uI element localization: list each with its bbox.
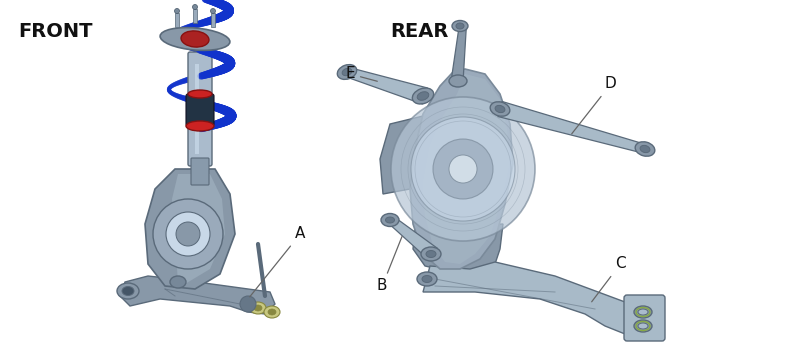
Bar (211, 13, 215, 27)
Ellipse shape (386, 217, 394, 223)
Ellipse shape (264, 306, 280, 318)
Ellipse shape (638, 309, 648, 315)
Ellipse shape (421, 247, 441, 261)
Text: D: D (572, 76, 616, 134)
FancyBboxPatch shape (624, 295, 665, 341)
Ellipse shape (337, 64, 356, 79)
Circle shape (240, 296, 256, 312)
Bar (195, 64, 199, 154)
Polygon shape (145, 169, 235, 289)
Ellipse shape (381, 214, 399, 226)
FancyBboxPatch shape (188, 52, 212, 166)
Polygon shape (423, 262, 650, 334)
Polygon shape (413, 224, 503, 274)
Circle shape (411, 117, 515, 221)
Ellipse shape (640, 145, 650, 153)
FancyBboxPatch shape (191, 158, 209, 185)
Ellipse shape (490, 102, 509, 116)
Ellipse shape (117, 283, 139, 299)
Ellipse shape (211, 8, 215, 13)
Polygon shape (451, 24, 467, 83)
Text: E: E (345, 67, 377, 82)
Polygon shape (120, 276, 275, 314)
Circle shape (153, 199, 223, 269)
Ellipse shape (495, 106, 505, 112)
Circle shape (391, 97, 535, 241)
FancyBboxPatch shape (186, 94, 214, 126)
Ellipse shape (634, 306, 652, 318)
Text: FRONT: FRONT (18, 22, 92, 41)
Text: C: C (591, 257, 625, 302)
Ellipse shape (250, 302, 266, 314)
Polygon shape (380, 116, 423, 194)
Polygon shape (387, 216, 437, 260)
Circle shape (433, 139, 493, 199)
Ellipse shape (188, 90, 212, 98)
Ellipse shape (412, 88, 433, 104)
Ellipse shape (268, 309, 276, 315)
Bar (175, 13, 179, 27)
Polygon shape (172, 174, 225, 284)
Circle shape (449, 155, 477, 183)
Ellipse shape (449, 75, 467, 87)
Polygon shape (410, 69, 513, 269)
Ellipse shape (638, 323, 648, 329)
Ellipse shape (254, 305, 262, 311)
Text: B: B (377, 237, 402, 293)
Ellipse shape (452, 20, 468, 32)
Bar (193, 9, 197, 23)
Ellipse shape (174, 8, 180, 13)
Ellipse shape (422, 276, 432, 282)
Ellipse shape (417, 272, 437, 286)
Circle shape (176, 222, 200, 246)
Ellipse shape (186, 121, 214, 131)
Ellipse shape (426, 250, 436, 257)
Ellipse shape (342, 68, 352, 76)
Ellipse shape (160, 28, 230, 50)
Ellipse shape (181, 31, 209, 47)
Ellipse shape (635, 142, 654, 156)
Text: REAR: REAR (390, 22, 449, 41)
Polygon shape (498, 102, 646, 153)
Circle shape (166, 212, 210, 256)
Polygon shape (423, 74, 509, 264)
Polygon shape (346, 67, 428, 104)
Ellipse shape (417, 92, 428, 100)
Text: A: A (249, 226, 305, 297)
Ellipse shape (193, 4, 198, 9)
Ellipse shape (634, 320, 652, 332)
Ellipse shape (122, 286, 134, 296)
Ellipse shape (170, 276, 186, 288)
Ellipse shape (456, 23, 464, 29)
